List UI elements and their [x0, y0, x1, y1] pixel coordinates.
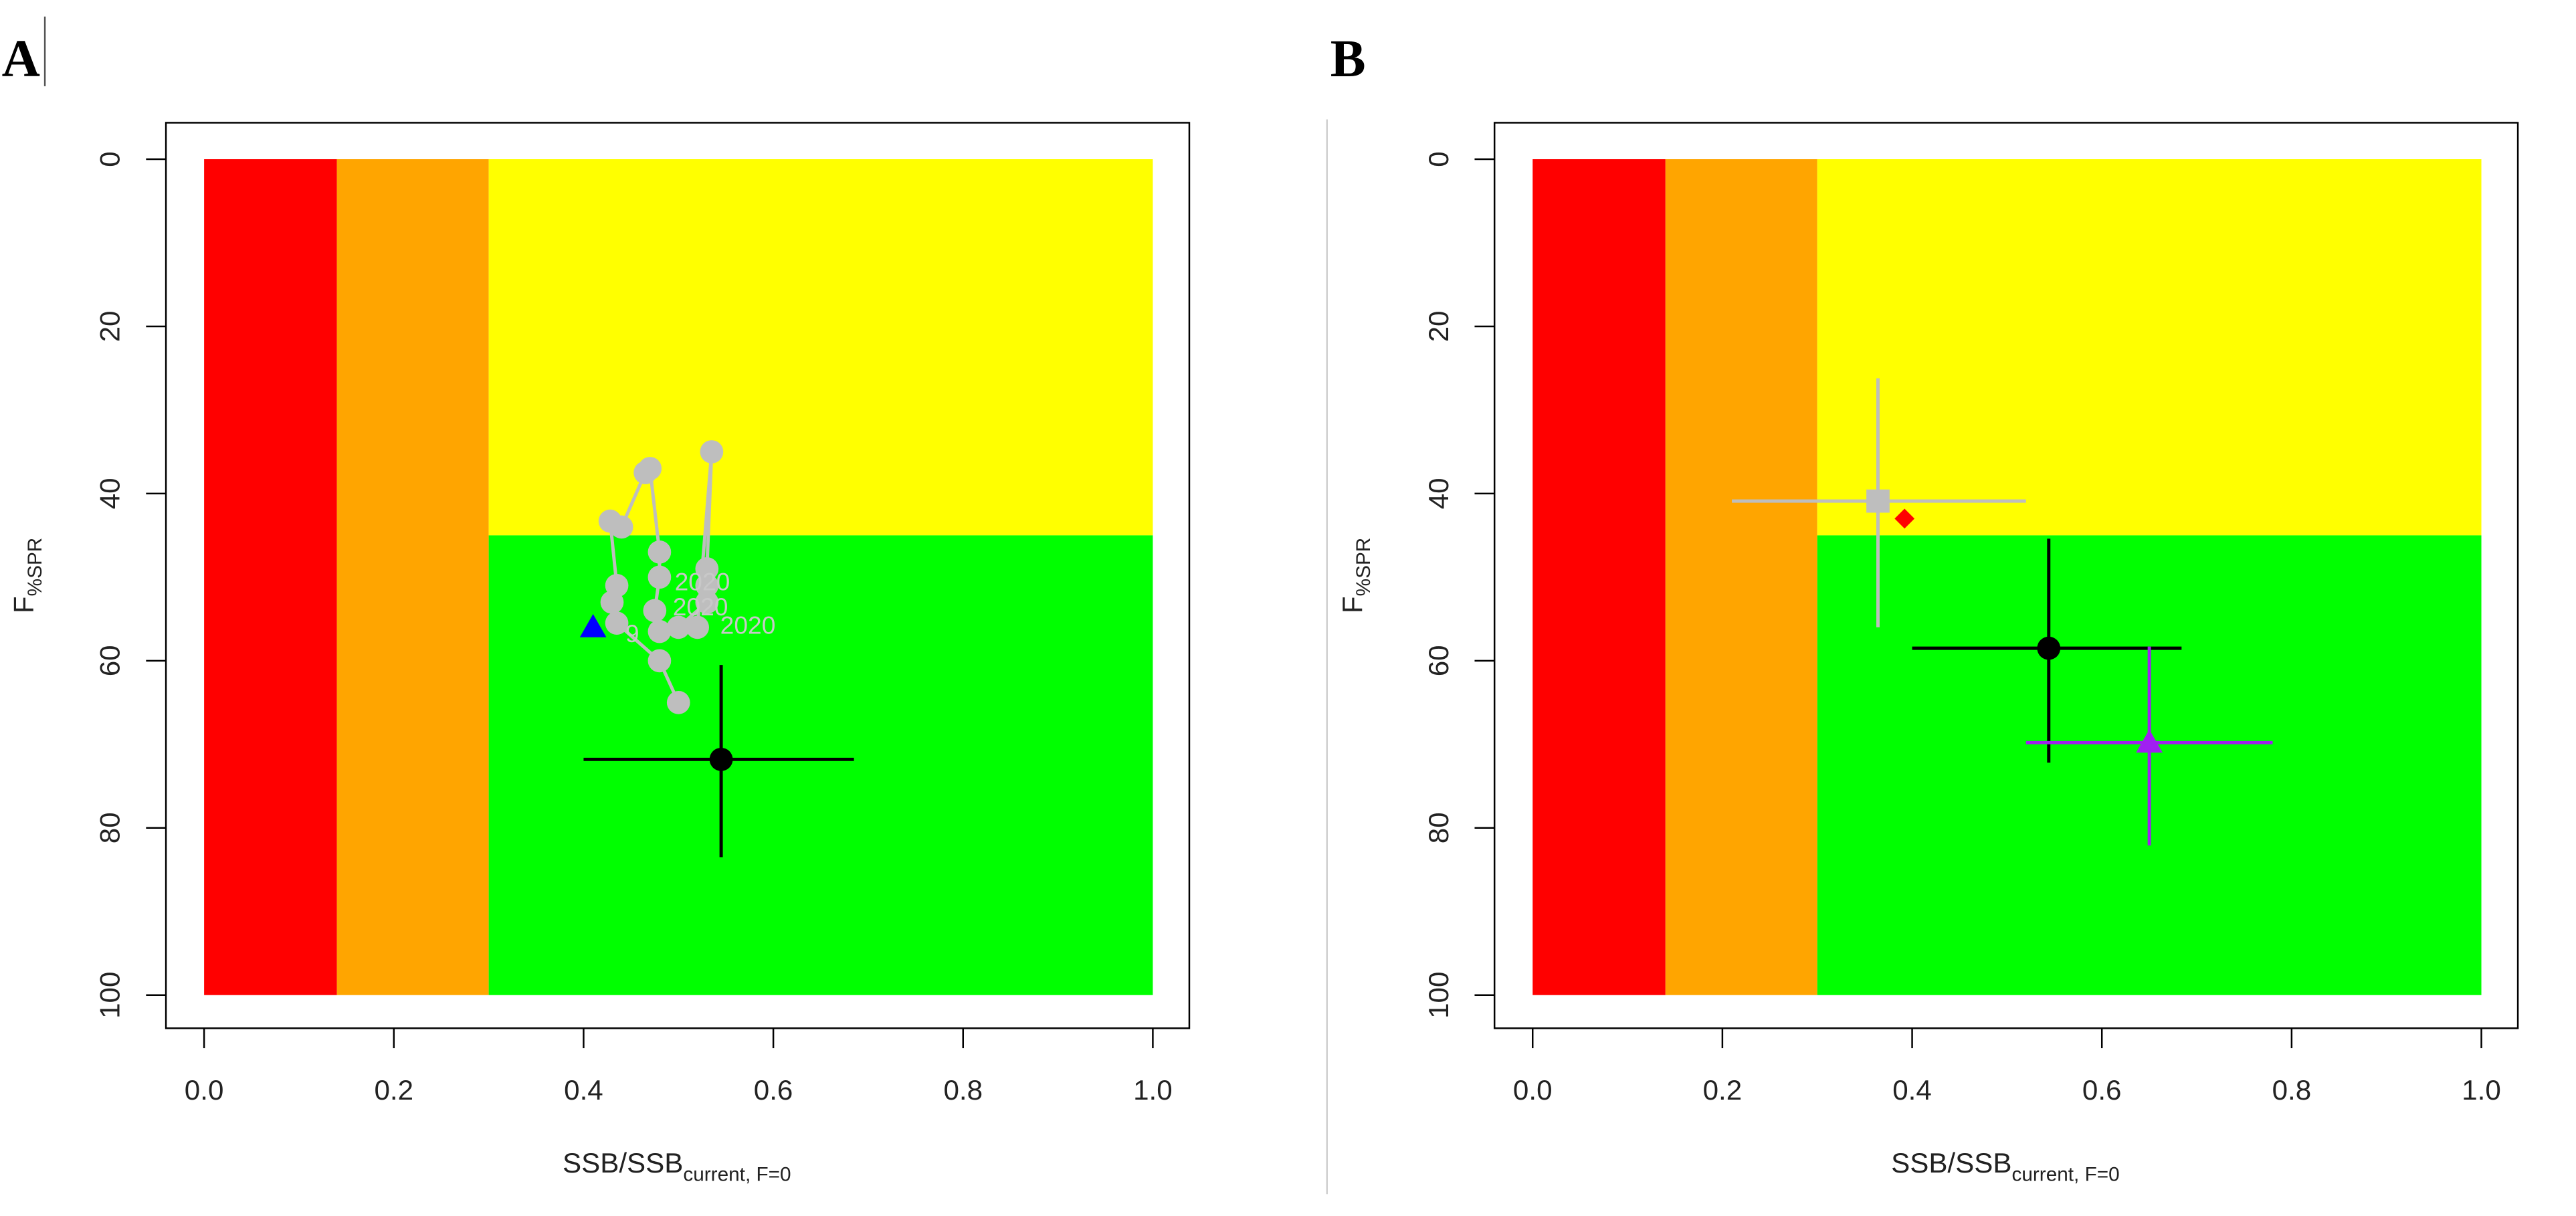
zone	[488, 159, 1153, 536]
point	[648, 619, 672, 643]
y-tick-label: 80	[94, 812, 126, 843]
plot-frame	[165, 122, 1191, 1029]
y-tick-label: 60	[1423, 645, 1454, 676]
zone	[336, 159, 489, 995]
y-tick-label: 40	[1423, 478, 1454, 509]
x-tick-label: 1.0	[2462, 1074, 2501, 1106]
y-axis-label-main: F	[1336, 596, 1368, 613]
x-tick-label: 0.4	[1892, 1074, 1932, 1106]
point	[648, 540, 672, 564]
y-axis-label-sub: %SPR	[1353, 538, 1375, 597]
x-tick-label: 0.6	[754, 1074, 793, 1106]
zone	[1532, 159, 1666, 995]
panel-label: A	[2, 29, 40, 88]
zone	[1817, 159, 2482, 536]
x-tick-label: 1.0	[1133, 1074, 1173, 1106]
y-tick-label: 20	[94, 311, 126, 342]
point	[686, 615, 709, 639]
y-axis-label-sub: %SPR	[24, 538, 46, 597]
point	[700, 440, 724, 464]
point	[648, 565, 672, 589]
x-tick-label: 0.8	[2272, 1074, 2312, 1106]
point	[643, 599, 667, 623]
point	[666, 615, 690, 639]
point	[666, 690, 690, 714]
year-label: 2020	[720, 611, 776, 639]
x-axis-label-main: SSB/SSB	[1891, 1147, 2011, 1179]
y-tick-label: 40	[94, 478, 126, 509]
x-tick-label: 0.8	[943, 1074, 983, 1106]
point	[695, 574, 719, 597]
panel-label: B	[1330, 29, 1366, 88]
x-tick-label: 0.2	[1703, 1074, 1743, 1106]
point	[2136, 729, 2163, 753]
y-tick-label: 100	[94, 972, 126, 1019]
y-axis-label: F%SPR	[8, 538, 46, 613]
x-tick-label: 0.0	[1513, 1074, 1553, 1106]
point	[695, 591, 719, 614]
zone	[488, 535, 1153, 995]
y-tick-label: 100	[1423, 972, 1454, 1019]
y-tick-label: 80	[1423, 812, 1454, 843]
point	[2037, 636, 2061, 660]
y-tick-label: 0	[94, 151, 126, 167]
y-axis-label-main: F	[8, 596, 39, 613]
y-tick-label: 0	[1423, 151, 1454, 167]
x-tick-label: 0.4	[564, 1074, 603, 1106]
zone	[1665, 159, 1817, 995]
y-axis-label: F%SPR	[1336, 538, 1375, 613]
y-tick-label: 60	[94, 645, 126, 676]
x-axis-label-sub: current, F=0	[2011, 1163, 2119, 1185]
x-axis-label-main: SSB/SSB	[563, 1147, 683, 1179]
x-axis-label: SSB/SSBcurrent, F=0	[563, 1147, 791, 1185]
point	[605, 574, 629, 597]
year-label: 9	[625, 619, 639, 647]
zone	[204, 159, 337, 995]
point	[1894, 508, 1915, 529]
point	[695, 557, 719, 581]
x-tick-label: 0.6	[2082, 1074, 2122, 1106]
point	[648, 649, 672, 673]
y-tick-label: 20	[1423, 311, 1454, 342]
year-label: 2020	[673, 593, 728, 621]
point	[709, 747, 733, 771]
x-tick-label: 0.0	[185, 1074, 224, 1106]
x-axis-label: SSB/SSBcurrent, F=0	[1891, 1147, 2120, 1185]
x-tick-label: 0.2	[374, 1074, 413, 1106]
point	[1866, 489, 1890, 513]
point	[638, 457, 662, 480]
plot-frame	[1493, 122, 2519, 1029]
point	[579, 614, 607, 637]
point	[605, 611, 629, 635]
x-axis-label-sub: current, F=0	[683, 1163, 791, 1185]
year-label: 2020	[675, 568, 730, 596]
point	[609, 515, 633, 539]
